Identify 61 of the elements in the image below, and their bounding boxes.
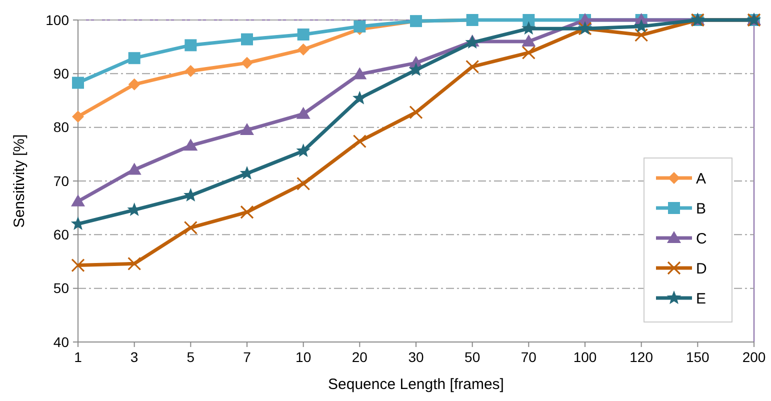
point	[296, 176, 310, 190]
point	[354, 20, 366, 32]
point	[240, 123, 254, 136]
point	[71, 258, 85, 272]
x-tick-label: 30	[408, 349, 424, 365]
point	[72, 76, 84, 89]
x-tick-label: 70	[520, 349, 537, 365]
point	[71, 194, 85, 206]
x-tick-label: 3	[130, 349, 138, 365]
y-tick-label: 70	[53, 172, 70, 189]
x-tick-label: 120	[630, 349, 654, 365]
y-tick-label: 40	[53, 334, 70, 350]
point	[72, 110, 84, 123]
point	[408, 62, 424, 76]
point	[184, 220, 198, 234]
point	[128, 78, 140, 90]
point	[466, 60, 480, 74]
point	[296, 143, 310, 158]
y-tick-label: 60	[53, 226, 70, 243]
point	[297, 44, 310, 56]
point	[296, 106, 310, 119]
legend-label: C	[696, 230, 707, 248]
x-tick-label: 7	[243, 349, 252, 365]
point	[522, 34, 536, 46]
point	[634, 18, 648, 33]
x-tick-label: 5	[186, 349, 195, 365]
x-tick-label: 100	[573, 349, 597, 365]
point	[184, 138, 198, 151]
point	[240, 205, 254, 219]
point	[184, 64, 197, 77]
x-axis-title: Sequence Length [frames]	[328, 376, 504, 393]
point	[297, 28, 310, 40]
point	[241, 56, 253, 69]
point	[128, 256, 142, 270]
legend-label: E	[696, 290, 706, 308]
legend-label: B	[696, 200, 706, 218]
point	[634, 28, 648, 42]
point	[128, 52, 140, 64]
x-tick-label: 20	[352, 349, 368, 365]
y-tick-label: 50	[53, 280, 70, 296]
point	[241, 33, 253, 46]
point	[522, 14, 535, 26]
point	[352, 134, 366, 148]
x-tick-label: 10	[296, 349, 312, 365]
x-tick-label: 150	[686, 349, 710, 365]
legend-label: A	[696, 170, 706, 188]
x-tick-label: 1	[74, 349, 82, 365]
y-tick-label: 100	[46, 12, 70, 28]
point	[127, 162, 142, 175]
x-tick-label: 200	[742, 349, 766, 365]
point	[184, 39, 197, 52]
y-axis-title: Sensitivity [%]	[11, 134, 28, 228]
point	[522, 46, 536, 60]
y-tick-label: 80	[53, 119, 70, 136]
point	[352, 67, 367, 80]
point	[409, 106, 423, 120]
point	[352, 90, 367, 104]
legend-label: D	[696, 260, 707, 278]
y-tick-label: 90	[53, 66, 70, 82]
x-tick-label: 50	[464, 349, 480, 365]
point	[522, 21, 536, 35]
